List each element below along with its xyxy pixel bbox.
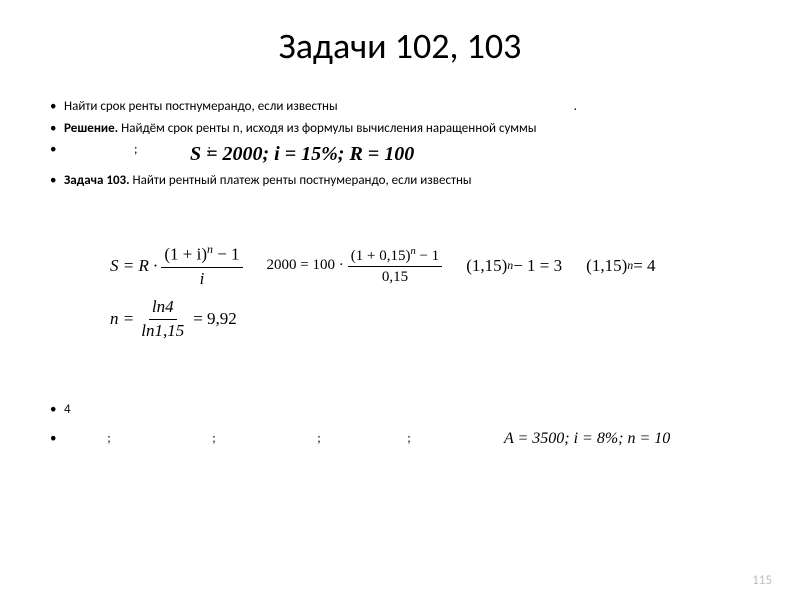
bullet-1-trail: . xyxy=(574,99,577,114)
b6-s1: ; xyxy=(64,430,154,448)
b6-s2: ; xyxy=(154,430,274,448)
bullet-5: • 4 xyxy=(50,401,750,419)
last-given: A = 3500; i = 8%; n = 10 xyxy=(504,428,670,450)
bullet-dot: • xyxy=(50,401,64,419)
eq5-tail: = 9,92 xyxy=(193,309,237,329)
bullet-4: • Задача 103. Найти рентный платеж ренты… xyxy=(50,172,750,190)
eq4: (1,15)n = 4 xyxy=(586,256,655,276)
bullet-1: • Найти срок ренты постнумерандо, если и… xyxy=(50,98,750,116)
bullet-4-rest: Найти рентный платеж ренты постнумерандо… xyxy=(130,173,472,188)
b6-s3: ; xyxy=(274,430,364,448)
eq5: n = ln4 ln1,15 = 9,92 xyxy=(110,298,237,340)
bullet-1-content: Найти срок ренты постнумерандо, если изв… xyxy=(64,99,338,114)
eq5-den: ln1,15 xyxy=(138,320,187,341)
bullet-4-bold: Задача 103. xyxy=(64,173,130,188)
eq2-num: (1 + 0,15) xyxy=(351,248,411,264)
eq3: (1,15)n − 1 = 3 xyxy=(466,256,562,276)
bullet-6: • ; ; ; ; A = 3500; i = 8%; n = 10 xyxy=(50,428,750,450)
eq1-frac: (1 + i)n − 1 i xyxy=(161,243,242,288)
bullet-dot: • xyxy=(50,98,64,116)
bullet-5-text: 4 xyxy=(64,401,750,419)
bullet-dot: • xyxy=(50,172,64,190)
eq2-a: 2000 = 100 · xyxy=(267,257,344,274)
equation-row-2: n = ln4 ln1,15 = 9,92 xyxy=(110,298,750,340)
bullet-4-text: Задача 103. Найти рентный платеж ренты п… xyxy=(64,172,750,190)
slide-container: Задачи 102, 103 • Найти срок ренты постн… xyxy=(0,0,800,474)
eq2-frac: (1 + 0,15)n − 1 0,15 xyxy=(348,246,442,286)
eq4-tail: = 4 xyxy=(633,256,655,276)
b6-s4: ; xyxy=(364,430,454,448)
eq1-num-tail: − 1 xyxy=(213,245,240,264)
eq3-tail: − 1 = 3 xyxy=(513,256,562,276)
eq2-num-tail: − 1 xyxy=(416,248,439,264)
eq5-num: ln4 xyxy=(149,298,177,320)
bullet-2: • Решение. Найдём срок ренты n, исходя и… xyxy=(50,120,750,138)
slide-title: Задачи 102, 103 xyxy=(50,24,750,68)
eq1-num: (1 + i) xyxy=(164,245,207,264)
bullet-2-bold: Решение. xyxy=(64,121,118,136)
given-1-content: S = 2000; i = 15%; R = 100 xyxy=(190,143,414,165)
eq4-base: (1,15) xyxy=(586,256,627,276)
eq2-den: 0,15 xyxy=(379,267,411,286)
eq1: S = R · (1 + i)n − 1 i xyxy=(110,243,243,288)
eq5-frac: ln4 ln1,15 xyxy=(138,298,187,340)
eq1-den: i xyxy=(197,268,208,289)
bullet-dot: • xyxy=(50,430,64,448)
bullet-2-text: Решение. Найдём срок ренты n, исходя из … xyxy=(64,120,750,138)
eq3-base: (1,15) xyxy=(466,256,507,276)
eq2: 2000 = 100 · (1 + 0,15)n − 1 0,15 xyxy=(267,246,443,286)
bullet-6-text: ; ; ; ; A = 3500; i = 8%; n = 10 xyxy=(64,428,750,450)
equation-row-1: S = R · (1 + i)n − 1 i 2000 = 100 · (1 +… xyxy=(110,243,750,288)
bullet-2-rest: Найдём срок ренты n, исходя из формулы в… xyxy=(118,121,536,136)
bullet-dot: • xyxy=(50,120,64,138)
page-number: 115 xyxy=(752,573,772,588)
eq1-lhs: S = R · xyxy=(110,256,157,276)
eq5-lhs: n = xyxy=(110,309,134,329)
bullet-3-semi: ; xyxy=(134,141,137,159)
bullet-1-text: Найти срок ренты постнумерандо, если изв… xyxy=(64,98,750,116)
bullet-dot: • xyxy=(50,141,64,159)
